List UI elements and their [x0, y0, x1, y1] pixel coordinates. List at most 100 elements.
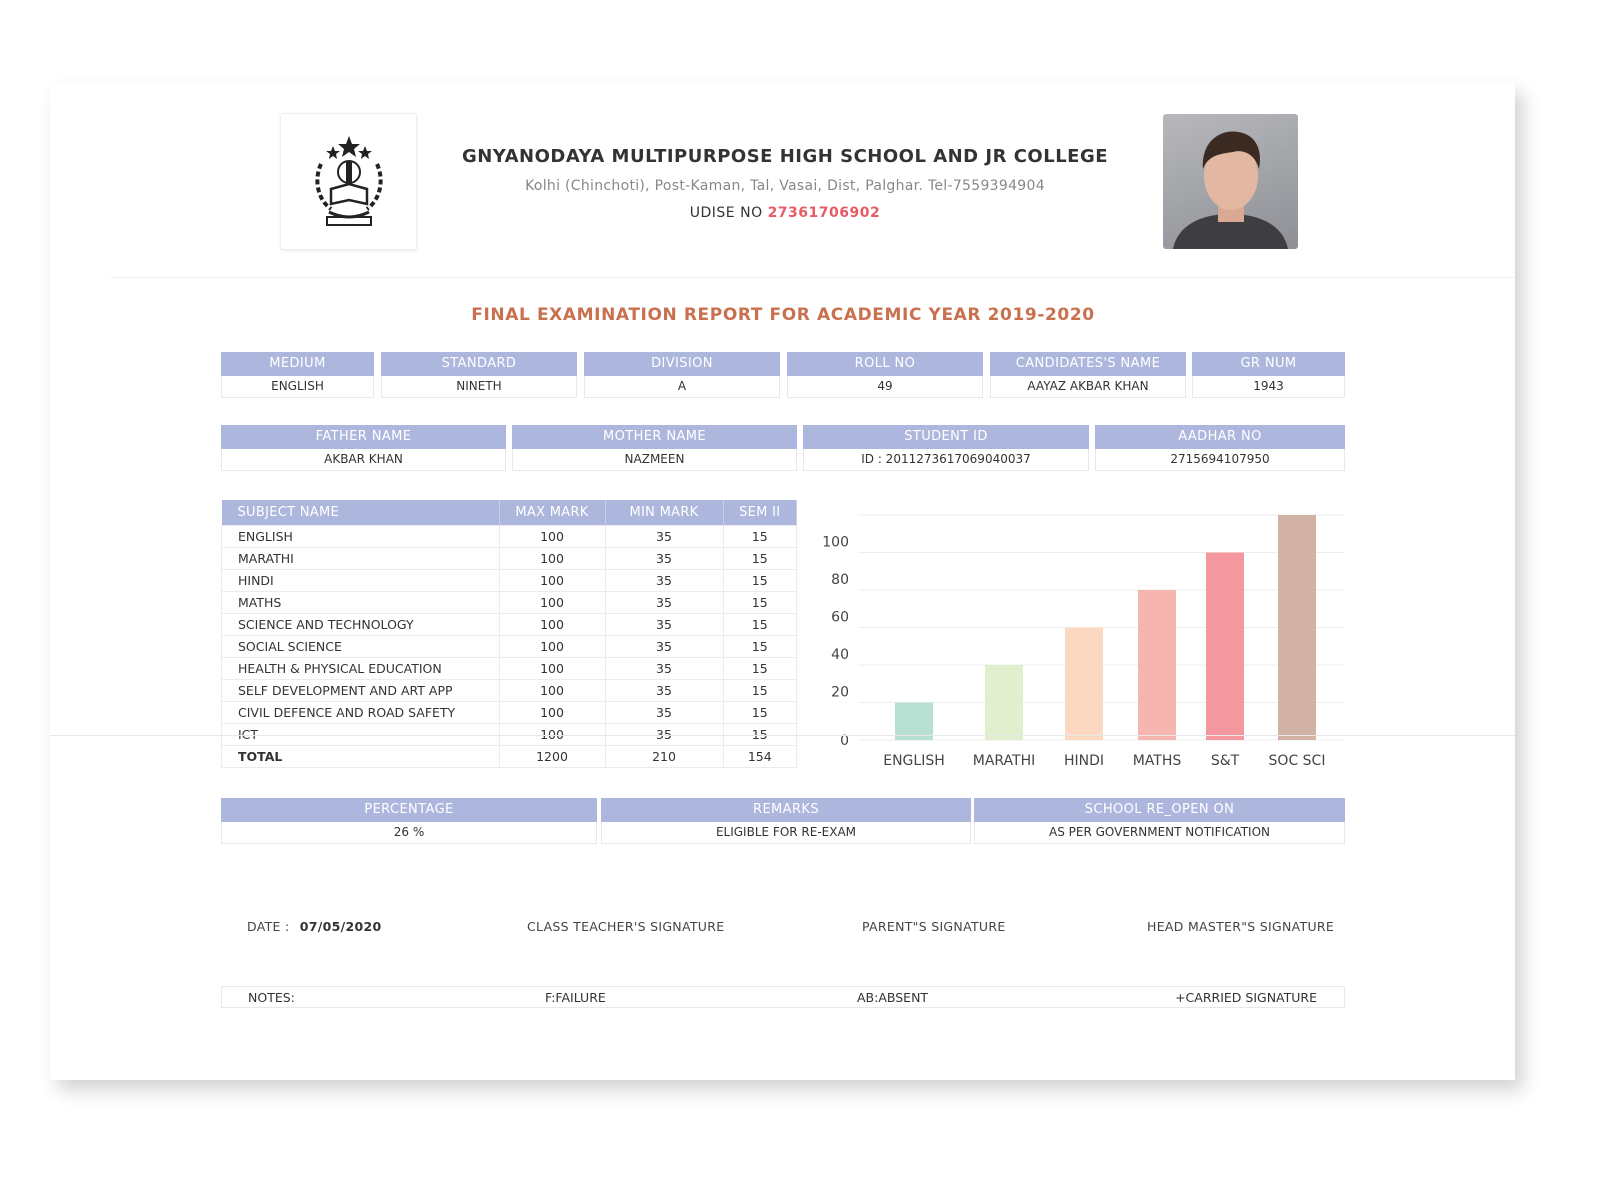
- note-absent: AB:ABSENT: [857, 990, 929, 1005]
- marks-bar-chart: 0 20 40 60 80 100 ENGLISH MARATHI HINDI MATHS S&T S…: [822, 514, 1345, 769]
- info-value: AKBAR KHAN: [221, 449, 506, 471]
- sem-ii-mark: 15: [722, 591, 797, 614]
- info-value: NAZMEEN: [512, 449, 797, 471]
- info-label: ROLL NO: [787, 352, 983, 376]
- date-value: 07/05/2020: [299, 919, 382, 934]
- x-tick-label: HINDI: [1064, 753, 1104, 769]
- subject-name: MATHS: [221, 591, 500, 614]
- min-mark: 35: [604, 613, 724, 636]
- x-tick-label: MARATHI: [973, 753, 1036, 769]
- y-tick-label: 20: [831, 685, 849, 701]
- max-mark: 100: [498, 547, 606, 570]
- info-label: PERCENTAGE: [221, 798, 597, 822]
- y-tick-label: 0: [840, 733, 849, 749]
- x-tick-label: S&T: [1211, 753, 1240, 769]
- info-value: 49: [787, 376, 983, 398]
- min-mark: 35: [604, 591, 724, 614]
- info-value: AAYAZ AKBAR KHAN: [990, 376, 1186, 398]
- info-label: REMARKS: [601, 798, 971, 822]
- max-mark: 100: [498, 679, 606, 702]
- min-mark: 35: [604, 547, 724, 570]
- sem-ii-mark: 15: [722, 525, 797, 548]
- subject-name: SELF DEVELOPMENT AND ART APP: [221, 679, 500, 702]
- info-label: FATHER NAME: [221, 425, 506, 449]
- subject-name: SCIENCE AND TECHNOLOGY: [221, 613, 500, 636]
- x-tick-label: ENGLISH: [883, 753, 945, 769]
- min-mark: 35: [604, 679, 724, 702]
- min-mark: 35: [604, 569, 724, 592]
- parent-signature: PARENT"S SIGNATURE: [862, 919, 1006, 934]
- sem-ii-mark: 15: [722, 657, 797, 680]
- udise-label: UDISE NO: [689, 205, 763, 221]
- table-row: ICT 100 35 15: [221, 723, 797, 746]
- info-label: STANDARD: [381, 352, 577, 376]
- subject-name: MARATHI: [221, 547, 500, 570]
- school-name: GNYANODAYA MULTIPURPOSE HIGH SCHOOL AND …: [461, 146, 1109, 167]
- sem-ii-mark: 15: [722, 635, 797, 658]
- col-sem-ii: SEM II: [723, 500, 797, 526]
- max-mark: 100: [498, 591, 606, 614]
- max-mark: 100: [498, 525, 606, 548]
- sem-ii-mark: 154: [722, 745, 797, 768]
- bar-maths: [1138, 590, 1176, 740]
- student-photo: [1163, 114, 1298, 249]
- sem-ii-mark: 15: [722, 613, 797, 636]
- subject-name: TOTAL: [221, 745, 500, 768]
- sem-ii-mark: 15: [722, 569, 797, 592]
- bar-s-t: [1206, 552, 1244, 740]
- max-mark: 100: [498, 701, 606, 724]
- info-label: CANDIDATES'S NAME: [990, 352, 1186, 376]
- udise-value: 27361706902: [767, 205, 881, 221]
- info-value: ELIGIBLE FOR RE-EXAM: [601, 822, 971, 844]
- table-row: SCIENCE AND TECHNOLOGY 100 35 15: [221, 613, 797, 636]
- info-value: 1943: [1192, 376, 1345, 398]
- info-label: AADHAR NO: [1095, 425, 1345, 449]
- max-mark: 100: [498, 569, 606, 592]
- table-row: MARATHI 100 35 15: [221, 547, 797, 570]
- udise-number: UDISE NO 27361706902: [380, 205, 1190, 221]
- total-row: TOTAL 1200 210 154: [221, 745, 797, 768]
- bar-soc-sci: [1278, 515, 1316, 740]
- school-logo: [280, 113, 417, 250]
- school-emblem-icon: [314, 136, 383, 226]
- header-divider: [110, 277, 1515, 278]
- subject-name: HINDI: [221, 569, 500, 592]
- y-tick-label: 60: [831, 610, 849, 626]
- info-value: ID : 2011273617069040037: [803, 449, 1089, 471]
- note-carried: +CARRIED SIGNATURE: [1175, 990, 1317, 1005]
- info-label: GR NUM: [1192, 352, 1345, 376]
- table-row: ENGLISH 100 35 15: [221, 525, 797, 548]
- table-row: SOCIAL SCIENCE 100 35 15: [221, 635, 797, 658]
- info-value: NINETH: [381, 376, 577, 398]
- max-mark: 1200: [498, 745, 606, 768]
- school-address: Kolhi (Chinchoti), Post-Kaman, Tal, Vasa…: [525, 178, 1045, 194]
- bar-english: [895, 702, 933, 740]
- sem-ii-mark: 15: [722, 723, 797, 746]
- subject-name: HEALTH & PHYSICAL EDUCATION: [221, 657, 500, 680]
- min-mark: 35: [604, 525, 724, 548]
- info-value: 2715694107950: [1095, 449, 1345, 471]
- sem-ii-mark: 15: [722, 679, 797, 702]
- date-label: DATE :: [247, 919, 290, 934]
- table-row: SELF DEVELOPMENT AND ART APP 100 35 15: [221, 679, 797, 702]
- page-fold-line: [50, 735, 1515, 736]
- col-subject-name: SUBJECT NAME: [221, 500, 500, 526]
- col-min-mark: MIN MARK: [605, 500, 724, 526]
- table-row: CIVIL DEFENCE AND ROAD SAFETY 100 35 15: [221, 701, 797, 724]
- max-mark: 100: [498, 635, 606, 658]
- notes-bar: NOTES: F:FAILURE AB:ABSENT +CARRIED SIGN…: [221, 986, 1345, 1008]
- head-master-signature: HEAD MASTER"S SIGNATURE: [1147, 919, 1335, 934]
- info-label: SCHOOL RE_OPEN ON: [974, 798, 1345, 822]
- min-mark: 35: [604, 701, 724, 724]
- info-label: MOTHER NAME: [512, 425, 797, 449]
- class-teacher-signature: CLASS TEACHER'S SIGNATURE: [527, 919, 725, 934]
- col-max-mark: MAX MARK: [499, 500, 606, 526]
- max-mark: 100: [498, 657, 606, 680]
- y-tick-label: 100: [822, 535, 849, 551]
- min-mark: 35: [604, 657, 724, 680]
- table-row: MATHS 100 35 15: [221, 591, 797, 614]
- x-tick-label: MATHS: [1133, 753, 1182, 769]
- marks-table: SUBJECT NAME MAX MARK MIN MARK SEM II EN…: [221, 500, 797, 768]
- min-mark: 210: [604, 745, 724, 768]
- subject-name: SOCIAL SCIENCE: [221, 635, 500, 658]
